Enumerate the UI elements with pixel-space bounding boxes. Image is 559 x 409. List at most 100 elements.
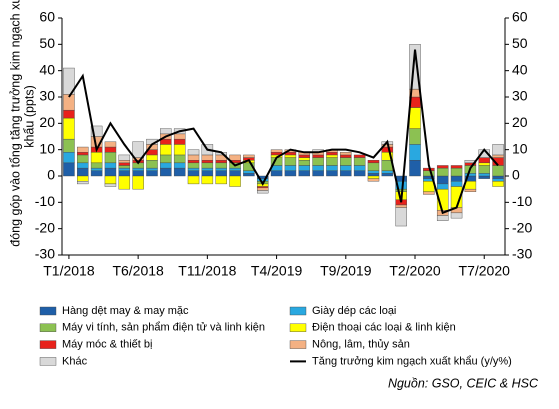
bar-segment bbox=[90, 167, 103, 171]
bar-segment bbox=[104, 141, 117, 148]
bar-segment bbox=[215, 159, 227, 164]
bar-segment bbox=[90, 170, 103, 177]
bar-segment bbox=[229, 170, 241, 177]
bar-segment bbox=[243, 170, 255, 174]
bar-segment bbox=[478, 175, 490, 179]
bar-segment bbox=[450, 175, 463, 182]
bar-segment bbox=[312, 170, 324, 177]
bar-segment bbox=[160, 138, 172, 145]
bar-segment bbox=[215, 167, 227, 171]
bar-segment bbox=[270, 170, 283, 177]
bar-segment bbox=[367, 175, 380, 179]
y2-tick-label: -20 bbox=[512, 219, 532, 235]
bar-segment bbox=[450, 212, 463, 219]
bar-segment bbox=[77, 154, 89, 164]
legend-label: Nông, lâm, thủy sản bbox=[312, 339, 410, 351]
bar-segment bbox=[367, 173, 380, 177]
bar-segment bbox=[367, 162, 380, 171]
bar-segment bbox=[146, 170, 158, 177]
bar-segment bbox=[492, 175, 504, 179]
bar-segment bbox=[229, 167, 241, 171]
legend-label: Giày dép các loại bbox=[312, 305, 396, 317]
bar-segment bbox=[409, 107, 421, 129]
bar-segment bbox=[77, 146, 89, 153]
bar-segment bbox=[118, 167, 131, 171]
bar-segment bbox=[63, 162, 75, 177]
legend-swatch bbox=[39, 357, 57, 366]
bar-segment bbox=[270, 149, 283, 153]
x-tick-label: T11/2018 bbox=[178, 263, 236, 279]
bar-segment bbox=[160, 162, 172, 169]
bar-segment bbox=[298, 154, 311, 158]
bar-segment bbox=[90, 125, 103, 137]
legend-swatch bbox=[39, 323, 57, 332]
bar-segment bbox=[118, 175, 131, 190]
bar-segment bbox=[298, 165, 311, 171]
bar-segment bbox=[118, 159, 131, 164]
x-tick-label: T7/2020 bbox=[459, 263, 511, 279]
total-line bbox=[68, 49, 499, 215]
y-tick-label: 40 bbox=[39, 61, 55, 77]
bar-segment bbox=[118, 170, 131, 177]
bar-segment bbox=[201, 154, 214, 161]
bar-segment bbox=[77, 181, 89, 185]
y-axis-label: đóng góp vào tổng tăng trưởng kim ngạch … bbox=[8, 0, 22, 247]
bar-segment bbox=[215, 175, 227, 185]
bar-segment bbox=[340, 165, 352, 171]
bar-segment bbox=[284, 165, 297, 171]
bar-segment bbox=[312, 165, 324, 171]
bar-segment bbox=[132, 170, 144, 177]
bar-segment bbox=[312, 154, 324, 158]
legend-label: Hàng dệt may & may mặc bbox=[62, 305, 189, 317]
bar-segment bbox=[492, 165, 504, 177]
bar-segment bbox=[326, 165, 338, 171]
y2-tick-label: -30 bbox=[512, 246, 532, 262]
bar-segment bbox=[77, 175, 89, 182]
bar-segment bbox=[118, 162, 131, 166]
bar-segment bbox=[353, 165, 366, 171]
bar-segment bbox=[298, 159, 311, 166]
bar-segment bbox=[160, 167, 172, 177]
bar-segment bbox=[104, 167, 117, 177]
bar-segment bbox=[146, 167, 158, 171]
legend-label: Điện thoại các loại & linh kiện bbox=[312, 322, 456, 334]
bar-segment bbox=[243, 154, 255, 158]
y2-tick-label: 30 bbox=[512, 88, 528, 104]
legend-label: Khác bbox=[62, 355, 88, 367]
bar-segment bbox=[187, 162, 200, 169]
bar-segment bbox=[173, 167, 186, 177]
bar-segment bbox=[340, 152, 352, 156]
bar-segment bbox=[63, 117, 75, 140]
bar-segment bbox=[298, 170, 311, 177]
x-tick-label: T9/2019 bbox=[320, 263, 372, 279]
y2-tick-label: 40 bbox=[512, 61, 528, 77]
bar-segment bbox=[160, 128, 172, 135]
bar-segment bbox=[340, 154, 352, 158]
y2-tick-label: -10 bbox=[512, 193, 532, 209]
bar-segment bbox=[77, 162, 89, 169]
bar-segment bbox=[478, 173, 490, 177]
y-tick-label: 30 bbox=[39, 88, 55, 104]
bar-segment bbox=[77, 152, 89, 156]
legend-swatch bbox=[39, 340, 57, 349]
bar-segment bbox=[395, 175, 407, 182]
bar-segment bbox=[146, 159, 158, 169]
bar-segment bbox=[492, 144, 504, 156]
bar-segment bbox=[118, 154, 131, 161]
bar-segment bbox=[173, 133, 186, 140]
x-tick-label: T1/2018 bbox=[43, 263, 95, 279]
y-tick-label: 10 bbox=[39, 140, 55, 156]
bar-segment bbox=[423, 191, 435, 195]
bar-segment bbox=[409, 144, 421, 161]
bar-segment bbox=[367, 170, 380, 174]
bar-segment bbox=[146, 154, 158, 161]
y2-tick-label: 60 bbox=[512, 9, 528, 25]
bar-segment bbox=[423, 181, 435, 192]
bar-segment bbox=[464, 181, 477, 190]
y-tick-label: -30 bbox=[35, 246, 55, 262]
y-tick-label: 0 bbox=[47, 167, 55, 183]
bar-segment bbox=[478, 165, 490, 174]
legend-label: Máy móc & thiết bị bbox=[62, 339, 152, 351]
bar-segment bbox=[90, 152, 103, 164]
